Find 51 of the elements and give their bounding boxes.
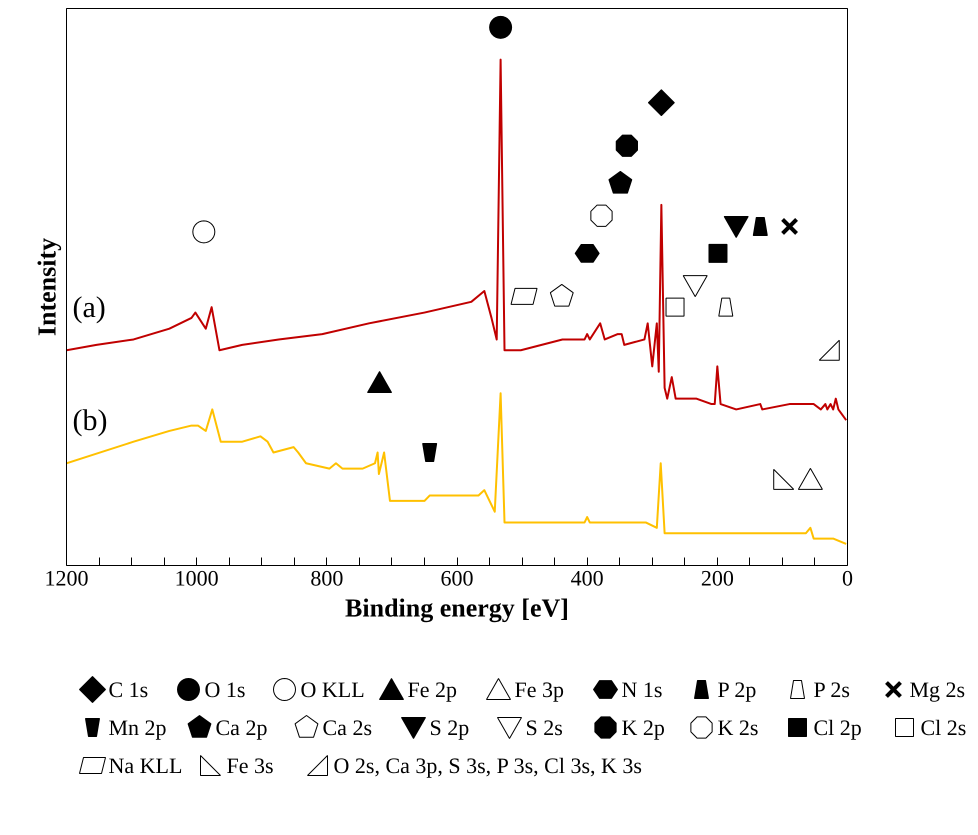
point	[550, 284, 574, 307]
legend-label: P 2p	[718, 677, 756, 702]
legend-label: Cl 2p	[814, 715, 862, 740]
x-tick-label: 1200	[44, 566, 88, 590]
legend-label: C 1s	[108, 677, 148, 702]
legend-label: Fe 2p	[408, 677, 457, 702]
y-axis-title: Intensity	[32, 238, 62, 336]
legend-label: S 2p	[430, 715, 470, 740]
x-axis-title: Binding energy [eV]	[345, 594, 569, 622]
legend-label: Na KLL	[108, 753, 182, 778]
point	[682, 275, 708, 298]
point	[422, 442, 438, 462]
point	[489, 16, 512, 39]
point	[724, 216, 749, 238]
legend-label: O 1s	[204, 677, 246, 702]
legend-label: Ca 2s	[322, 715, 372, 740]
legend-label: Ca 2p	[216, 715, 268, 740]
point	[718, 298, 734, 317]
legend-label: Cl 2s	[920, 715, 966, 740]
legend-label: Mg 2s	[910, 677, 966, 702]
point	[818, 340, 840, 361]
point	[752, 216, 768, 236]
series-label: (a)	[72, 291, 106, 324]
point	[616, 134, 638, 157]
x-tick-label: 0	[842, 566, 853, 590]
series-label: (b)	[72, 404, 108, 438]
legend-label: Fe 3p	[514, 677, 564, 702]
x-tick-label: 400	[570, 566, 604, 590]
point	[574, 244, 600, 263]
x-tick-label: 1000	[174, 566, 219, 590]
point	[708, 244, 728, 263]
legend-label: S 2s	[526, 715, 563, 740]
legend-label: Fe 3s	[226, 753, 274, 778]
point	[192, 220, 216, 244]
point	[367, 371, 392, 394]
legend-label: N 1s	[622, 677, 662, 702]
point	[773, 468, 794, 490]
point	[666, 298, 685, 317]
legend-label: Mn 2p	[108, 715, 167, 740]
point	[608, 170, 632, 194]
x-tick-label: 800	[310, 566, 344, 590]
point	[590, 204, 613, 227]
point	[798, 468, 823, 490]
legend-label: K 2p	[622, 715, 665, 740]
legend-label: P 2s	[814, 677, 850, 702]
point	[648, 89, 675, 116]
x-tick-label: 200	[700, 566, 734, 590]
legend-label: O KLL	[300, 677, 365, 702]
legend-label: O 2s, Ca 3p, S 3s, P 3s, Cl 3s, K 3s	[334, 753, 642, 778]
legend-label: K 2s	[718, 715, 758, 740]
x-tick-label: 600	[440, 566, 474, 590]
